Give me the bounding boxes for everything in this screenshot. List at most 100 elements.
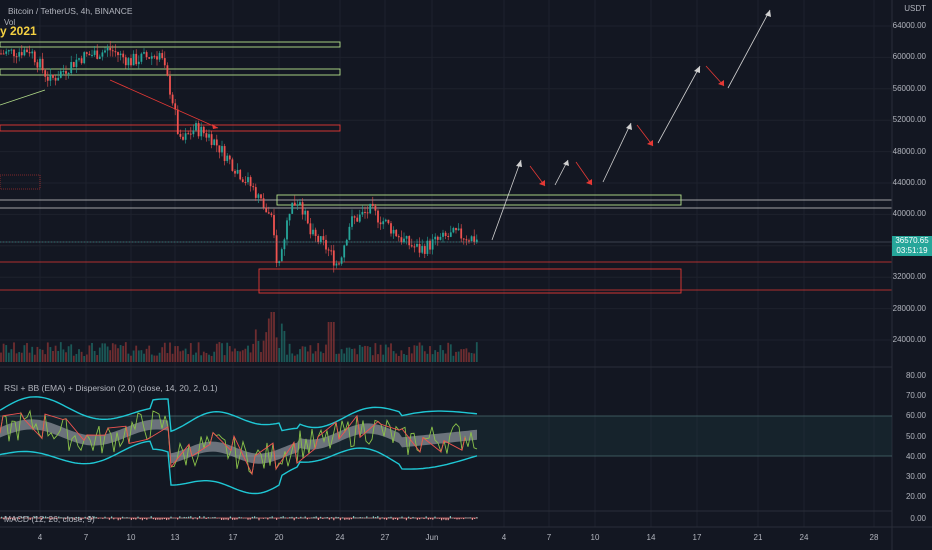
volume-bar — [351, 348, 353, 362]
volume-bar — [114, 344, 117, 362]
volume-bar — [137, 350, 140, 362]
macd-histogram-bar — [71, 517, 73, 519]
volume-bar — [70, 344, 73, 362]
time-axis-label: 28 — [869, 533, 879, 542]
candle-body — [309, 223, 312, 235]
volume-bar — [460, 349, 463, 362]
volume-bar — [93, 350, 96, 362]
candle-body — [65, 71, 67, 74]
macd-histogram-bar — [333, 518, 335, 521]
projection-arrows[interactable] — [491, 9, 771, 241]
candle-body — [132, 53, 135, 66]
volume-bar — [0, 352, 2, 362]
macd-histogram-bar — [40, 518, 42, 521]
candle-body — [96, 50, 99, 59]
trend-lines[interactable] — [0, 79, 219, 129]
volume-bar — [205, 352, 208, 362]
volume-bar — [5, 345, 8, 362]
macd-histogram-bar — [460, 518, 462, 519]
macd-histogram-bar — [183, 516, 185, 519]
candle-body — [70, 62, 73, 74]
volume-bar — [65, 352, 67, 362]
candle-body — [109, 47, 112, 51]
candle-body — [104, 50, 106, 53]
macd-histogram-bar — [1, 516, 3, 519]
volume-bar — [301, 346, 304, 362]
macd-histogram-bar — [443, 518, 445, 520]
volume-bar — [187, 354, 190, 362]
time-axis-label: 27 — [380, 533, 390, 542]
time-axis-label: 20 — [274, 533, 284, 542]
candle-body — [361, 211, 364, 215]
volume-bar — [353, 348, 356, 362]
volume-bar — [104, 343, 106, 362]
macd-histogram-bar — [256, 517, 258, 519]
candle-body — [283, 239, 286, 250]
macd-histogram-bar — [313, 516, 315, 519]
macd-histogram-bar — [291, 516, 293, 519]
rsi-panel[interactable] — [0, 396, 892, 495]
macd-histogram-bar — [375, 517, 377, 519]
volume-bar — [449, 344, 452, 362]
volume-bar — [429, 346, 431, 362]
candle-body — [195, 123, 197, 131]
candle-body — [452, 227, 455, 233]
volume-bar — [166, 353, 169, 362]
volume-bar — [88, 345, 91, 362]
candle-body — [465, 239, 468, 241]
candle-body — [153, 56, 156, 58]
macd-histogram-bar — [102, 518, 104, 519]
candle-body — [267, 212, 270, 214]
volume-bar — [270, 312, 273, 362]
macd-histogram-bar — [124, 517, 126, 519]
candle-body — [335, 263, 338, 266]
candle-body — [187, 133, 190, 135]
candle-body — [184, 133, 187, 140]
macd-histogram-bar — [293, 518, 295, 521]
macd-histogram-bar — [366, 516, 368, 519]
macd-histogram-bar — [20, 516, 22, 519]
volume-bar — [374, 343, 377, 362]
volume-bar — [179, 351, 182, 362]
symbol-title[interactable]: Bitcoin / TetherUS, 4h, BINANCE — [8, 6, 133, 16]
macd-histogram-bar — [223, 518, 225, 520]
volume-bar — [2, 343, 5, 362]
macd-histogram-bar — [342, 517, 344, 519]
candle-body — [213, 139, 216, 145]
macd-histogram-bar — [306, 518, 308, 520]
volume-bar — [470, 353, 473, 362]
candle-body — [390, 223, 392, 234]
macd-histogram-bar — [432, 518, 434, 520]
volume-bar — [325, 344, 327, 362]
volume-bar — [442, 350, 444, 362]
rsi-indicator-label[interactable]: RSI + BB (EMA) + Dispersion (2.0) (close… — [4, 383, 218, 393]
candle-body — [236, 169, 239, 174]
volume-bar — [223, 355, 226, 362]
candle-body — [106, 47, 109, 51]
macd-indicator-label[interactable]: MACD (12, 26, close, 9) — [4, 514, 95, 524]
candle-body — [122, 53, 125, 58]
macd-histogram-bar — [337, 517, 339, 519]
volume-bar — [384, 344, 387, 362]
projection-up-arrow — [602, 122, 632, 183]
candle-body — [408, 236, 411, 246]
candle-body — [13, 49, 15, 57]
volume-bar — [91, 342, 93, 362]
price-axis-label: 40000.00 — [892, 209, 926, 219]
downtrend-line — [109, 79, 219, 129]
volume-bar — [150, 354, 153, 362]
rsi-axis-label: 20.00 — [905, 492, 926, 501]
candle-body — [18, 52, 21, 57]
volume-bar — [10, 349, 13, 362]
volume-bar — [140, 350, 143, 362]
arrow-head — [212, 124, 218, 129]
arrow-head — [563, 160, 569, 166]
macd-histogram-bar — [150, 516, 152, 519]
macd-axis-zero: 0.00 — [910, 514, 926, 523]
candle-body — [171, 94, 174, 104]
volume-bar — [192, 354, 195, 362]
macd-panel[interactable] — [0, 516, 478, 521]
candle-body — [293, 202, 296, 206]
